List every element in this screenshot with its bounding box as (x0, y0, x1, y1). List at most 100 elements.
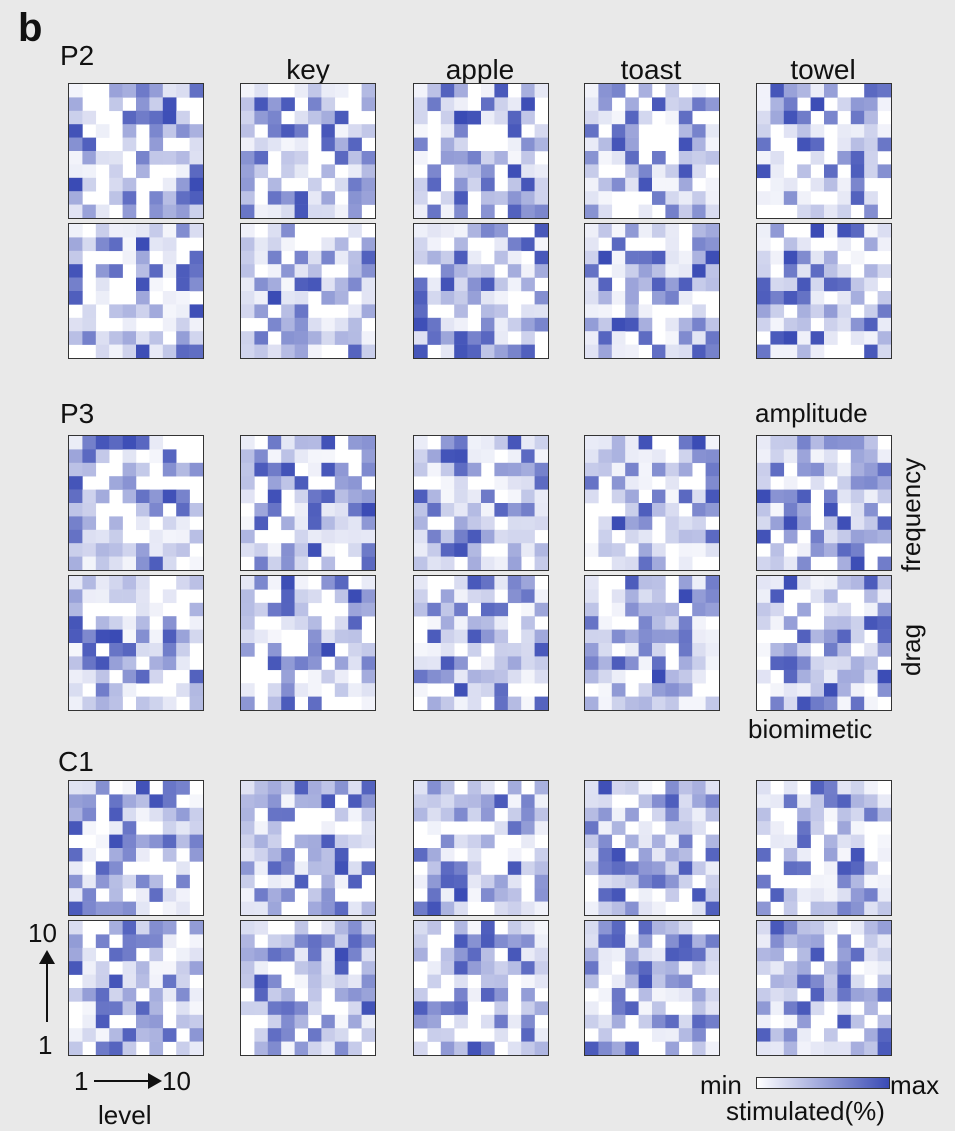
heatmap-cell (625, 934, 639, 949)
heatmap-cell (705, 947, 719, 962)
heatmap-cell (705, 874, 719, 889)
heatmap-cell (162, 84, 177, 98)
heatmap-cell (467, 331, 482, 345)
heatmap-cell (770, 331, 785, 345)
heatmap-cell (864, 669, 878, 684)
heatmap-cell (585, 264, 599, 278)
heatmap-cell (267, 204, 282, 218)
heatmap-cell (678, 834, 693, 849)
heatmap-cell (308, 462, 322, 477)
heatmap-cell (665, 874, 680, 889)
heatmap-cell (824, 874, 838, 889)
heatmap-cell (69, 576, 83, 590)
heatmap-cell (427, 643, 442, 657)
heatmap-cell (122, 669, 137, 684)
heatmap-cell (294, 489, 309, 504)
heatmap-r3-c1 (68, 435, 204, 571)
heatmap-cell (638, 529, 653, 544)
heatmap-cell (585, 629, 599, 644)
heatmap-cell (454, 291, 468, 305)
heatmap-cell (850, 807, 865, 822)
heatmap-cell (864, 204, 878, 218)
heatmap-cell (136, 237, 150, 252)
heatmap-cell (321, 576, 336, 590)
heatmap-cell (321, 974, 336, 989)
heatmap-cell (109, 901, 123, 915)
heatmap-cell (652, 974, 666, 989)
heatmap-cell (507, 888, 522, 902)
heatmap-cell (824, 848, 838, 862)
heatmap-cell (705, 934, 719, 949)
heatmap-cell (334, 516, 349, 531)
heatmap-cell (467, 344, 482, 358)
heatmap-cell (652, 807, 666, 822)
heatmap-cell (534, 543, 548, 557)
heatmap-cell (427, 781, 442, 795)
heatmap-cell (254, 961, 269, 975)
heatmap-cell (361, 529, 375, 544)
heatmap-cell (348, 489, 362, 504)
heatmap-cell (652, 449, 666, 464)
heatmap-cell (757, 848, 771, 862)
heatmap-cell (850, 543, 865, 557)
heatmap-cell (467, 848, 482, 862)
heatmap-cell (189, 84, 203, 98)
heatmap-cell (176, 151, 190, 165)
heatmap-cell (348, 781, 362, 795)
heatmap-cell (69, 137, 83, 152)
heatmap-cell (361, 947, 375, 962)
heatmap-cell (69, 602, 83, 617)
heatmap-cell (481, 291, 495, 305)
heatmap-cell (69, 462, 83, 477)
heatmap-cell (521, 794, 535, 809)
heatmap-cell (494, 901, 509, 915)
heatmap-cell (507, 961, 522, 975)
heatmap-cell (678, 529, 693, 544)
heatmap-cell (361, 602, 375, 617)
heatmap-cell (757, 84, 771, 98)
heatmap-cell (678, 794, 693, 809)
heatmap-cell (507, 449, 522, 464)
heatmap-cell (611, 901, 626, 915)
heatmap-cell (361, 449, 375, 464)
heatmap-cell (692, 331, 706, 345)
heatmap-cell (494, 110, 509, 125)
heatmap-cell (467, 436, 482, 450)
heatmap-cell (611, 807, 626, 822)
heatmap-cell (267, 821, 282, 835)
heatmap-cell (638, 794, 653, 809)
heatmap-cell (585, 901, 599, 915)
heatmap-cell (308, 901, 322, 915)
heatmap-cell (454, 934, 468, 949)
heatmap-cell (877, 602, 891, 617)
heatmap-cell (414, 449, 428, 464)
heatmap-cell (109, 191, 123, 205)
heatmap-cell (308, 489, 322, 504)
heatmap-cell (82, 1014, 97, 1029)
heatmap-cell (82, 974, 97, 989)
heatmap-cell (770, 191, 785, 205)
heatmap-cell (414, 947, 428, 962)
heatmap-cell (414, 1001, 428, 1016)
heatmap-cell (638, 264, 653, 278)
heatmap-cell (308, 1028, 322, 1042)
heatmap-cell (638, 874, 653, 889)
heatmap-cell (692, 97, 706, 112)
heatmap-cell (321, 874, 336, 889)
heatmap-cell (321, 529, 336, 544)
heatmap-cell (281, 576, 295, 590)
heatmap-cell (454, 616, 468, 630)
heatmap-cell (189, 1041, 203, 1055)
heatmap-cell (254, 151, 269, 165)
heatmap-cell (797, 861, 811, 876)
heatmap-cell (638, 304, 653, 319)
heatmap-cell (665, 848, 680, 862)
heatmap-cell (797, 436, 811, 450)
heatmap-cell (348, 204, 362, 218)
heatmap-cell (678, 848, 693, 862)
heatmap-cell (321, 516, 336, 531)
heatmap-cell (281, 164, 295, 179)
heatmap-cell (427, 177, 442, 192)
heatmap-cell (534, 124, 548, 138)
heatmap-cell (467, 449, 482, 464)
